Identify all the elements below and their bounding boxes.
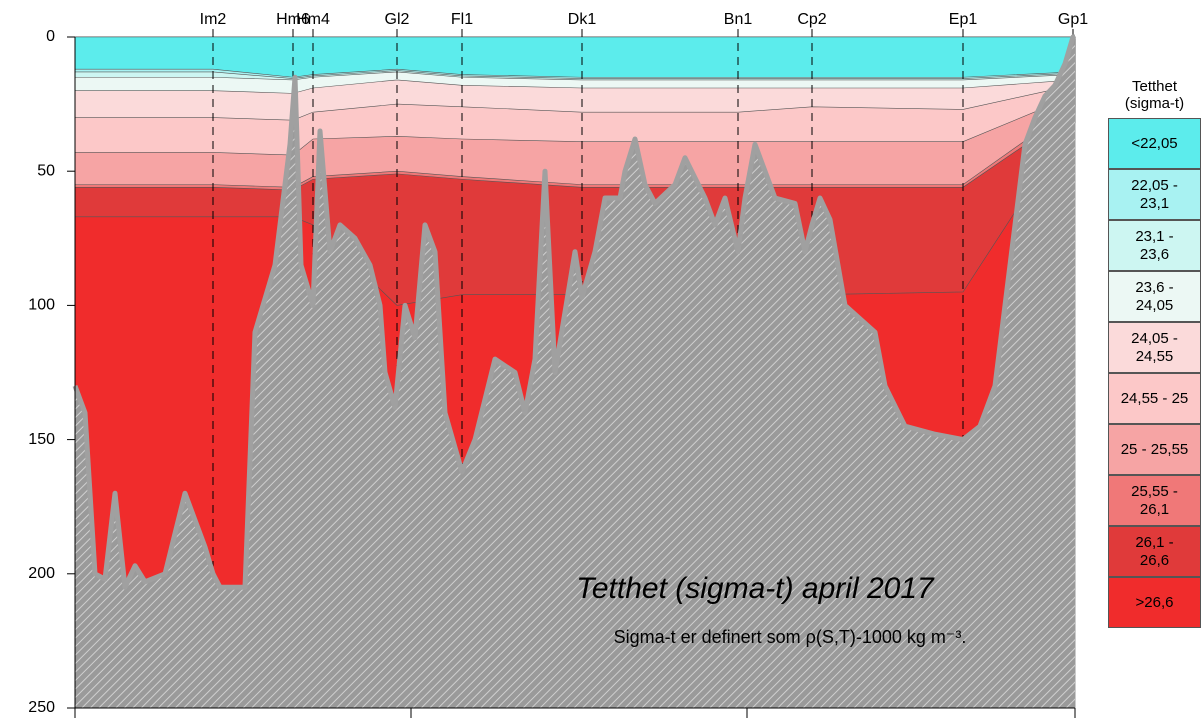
legend-entry: >26,6 bbox=[1108, 577, 1201, 628]
legend-title: Tetthet (sigma-t) bbox=[1124, 78, 1185, 113]
station-label: Fl1 bbox=[451, 11, 473, 28]
y-tick-label: 200 bbox=[28, 565, 55, 582]
station-label: Ep1 bbox=[949, 11, 978, 28]
station-label: Im2 bbox=[200, 11, 227, 28]
legend-entry: 24,55 - 25 bbox=[1108, 373, 1201, 424]
seabed-outline bbox=[72, 34, 1076, 590]
y-tick-label: 50 bbox=[37, 162, 55, 179]
y-tick-label: 100 bbox=[28, 297, 55, 314]
legend-entry: 26,1 - 26,6 bbox=[1108, 526, 1201, 577]
station-label: Cp2 bbox=[797, 11, 826, 28]
legend-entry: 25 - 25,55 bbox=[1108, 424, 1201, 475]
station-label: Gl2 bbox=[385, 11, 410, 28]
legend-entry: 24,05 - 24,55 bbox=[1108, 322, 1201, 373]
chart-title: Tetthet (sigma-t) april 2017 bbox=[576, 572, 935, 605]
y-tick-label: 250 bbox=[28, 699, 55, 716]
note: Sigma-t er definert som ρ(S,T)-1000 kg m… bbox=[614, 627, 967, 647]
legend-entry: 25,55 - 26,1 bbox=[1108, 475, 1201, 526]
legend-entry: 23,1 - 23,6 bbox=[1108, 220, 1201, 271]
legend-entry: 23,6 - 24,05 bbox=[1108, 271, 1201, 322]
station-label: Gp1 bbox=[1058, 11, 1088, 28]
station-label: Dk1 bbox=[568, 11, 597, 28]
y-tick-label: 0 bbox=[46, 28, 55, 45]
station-label: Hm6 bbox=[276, 11, 310, 28]
station-label: Hm4 bbox=[296, 11, 330, 28]
legend-entry: <22,05 bbox=[1108, 118, 1201, 169]
legend-entry: 22,05 - 23,1 bbox=[1108, 169, 1201, 220]
station-label: Bn1 bbox=[724, 11, 753, 28]
y-tick-label: 150 bbox=[28, 431, 55, 448]
